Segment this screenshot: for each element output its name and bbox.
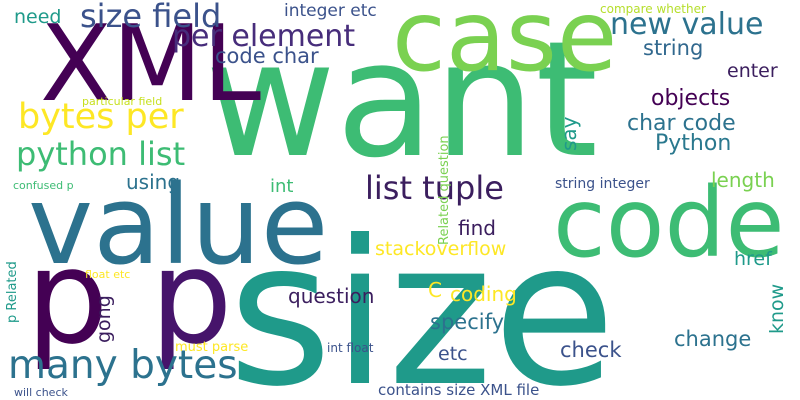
- word-using: using: [126, 170, 181, 194]
- word-etc: etc: [438, 343, 468, 365]
- word-new-value: new value: [610, 7, 764, 42]
- word-list-tuple: list tuple: [365, 169, 504, 207]
- word-related-question-v: Related question: [437, 135, 452, 245]
- word-must-parse: must parse: [175, 340, 249, 355]
- word-many-bytes: many bytes: [8, 343, 238, 388]
- word-know: know: [766, 283, 788, 334]
- word-code: code: [553, 167, 785, 279]
- word-integer-etc: integer etc: [284, 1, 377, 21]
- word-case: case: [392, 0, 618, 94]
- word-objects: objects: [651, 86, 731, 111]
- word-enter: enter: [727, 60, 778, 82]
- word-string: string: [643, 36, 704, 60]
- word-length: length: [711, 168, 775, 192]
- word-value: value: [28, 161, 329, 289]
- word-p-1: p: [26, 221, 109, 373]
- word-gong: gong: [93, 295, 115, 343]
- word-python-list: python list: [16, 135, 186, 173]
- word-find: find: [458, 216, 496, 240]
- word-char-code: char code: [627, 111, 736, 136]
- word-c: C: [428, 278, 442, 302]
- word-compare-whether: compare whether: [600, 2, 706, 16]
- word-stackoverflow: stackoverflow: [375, 238, 507, 260]
- word-question: question: [288, 284, 375, 308]
- word-bytes-per: bytes per: [18, 97, 184, 137]
- word-contains-size-xml-file: contains size XML file: [378, 381, 540, 399]
- word-float-etc: float etc: [85, 268, 131, 281]
- word-change: change: [674, 327, 752, 351]
- word-p-related: p Related: [5, 261, 20, 323]
- word-will-check: will check: [14, 386, 68, 399]
- word-check: check: [560, 338, 622, 362]
- word-href: href: [734, 248, 772, 270]
- word-per-element: per element: [172, 19, 356, 54]
- word-coding: coding: [450, 282, 517, 306]
- word-int-float: int float: [327, 341, 374, 355]
- word-specify: specify: [430, 310, 505, 334]
- word-string-integer: string integer: [555, 176, 650, 192]
- word-xml: XML: [40, 3, 262, 125]
- word-size-field: size field: [80, 0, 222, 35]
- word-particular-field: particular field: [82, 95, 163, 108]
- word-size: size: [228, 198, 616, 400]
- word-int: int: [270, 176, 294, 197]
- word-want: want: [205, 6, 599, 193]
- word-confused-p: confused p: [13, 179, 74, 192]
- word-code-char: code char: [215, 44, 319, 68]
- word-p-2: p: [150, 221, 233, 373]
- word-need: need: [14, 6, 62, 28]
- word-say: say: [557, 116, 581, 151]
- word-python: Python: [655, 131, 732, 156]
